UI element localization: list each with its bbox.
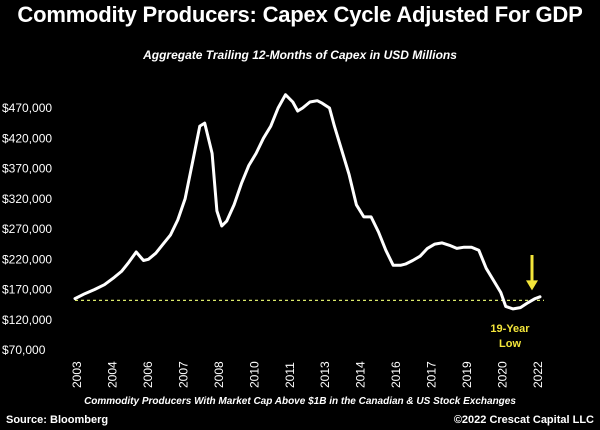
chart-subtitle: Aggregate Trailing 12-Months of Capex in…: [143, 48, 457, 62]
y-tick-label: $170,000: [2, 283, 52, 297]
annotation-arrowhead: [526, 280, 538, 291]
chart-title: Commodity Producers: Capex Cycle Adjuste…: [17, 2, 583, 27]
x-tick-label: 2020: [496, 361, 510, 388]
series-line: [73, 93, 542, 311]
y-tick-label: $220,000: [2, 252, 52, 266]
source-label: Source: Bloomberg: [6, 414, 109, 426]
annotation-label: Low: [499, 338, 521, 350]
x-tick-label: 2011: [283, 362, 297, 388]
x-tick-label: 2003: [70, 361, 84, 388]
y-tick-label: $270,000: [2, 222, 52, 236]
copyright-label: ©2022 Crescat Capital LLC: [453, 414, 594, 426]
x-tick-label: 2022: [531, 361, 545, 388]
y-tick-label: $70,000: [2, 343, 46, 357]
y-tick-label: $370,000: [2, 162, 52, 176]
y-tick-label: $420,000: [2, 131, 52, 145]
x-tick-label: 2019: [460, 361, 474, 388]
x-tick-label: 2013: [318, 361, 332, 388]
annotation: 19-Year Low: [490, 255, 538, 350]
x-tick-label: 2017: [425, 361, 439, 388]
x-axis: 2003 2004 2006 2007 2008 2010 2011 2013 2014 2016…: [70, 361, 545, 388]
x-tick-label: 2008: [212, 361, 226, 388]
x-tick-label: 2010: [247, 361, 261, 388]
x-tick-label: 2014: [354, 361, 368, 388]
y-axis: $70,000 $120,000 $170,000 $220,000 $270,000 $…: [2, 101, 52, 357]
x-tick-label: 2004: [105, 361, 119, 388]
chart-footnote: Commodity Producers With Market Cap Abov…: [84, 396, 516, 407]
x-tick-label: 2016: [389, 361, 403, 388]
annotation-label: 19-Year: [490, 323, 530, 335]
y-tick-label: $120,000: [2, 313, 52, 327]
x-tick-label: 2006: [141, 361, 155, 388]
y-tick-label: $470,000: [2, 101, 52, 115]
x-tick-label: 2007: [176, 361, 190, 388]
y-tick-label: $320,000: [2, 192, 52, 206]
